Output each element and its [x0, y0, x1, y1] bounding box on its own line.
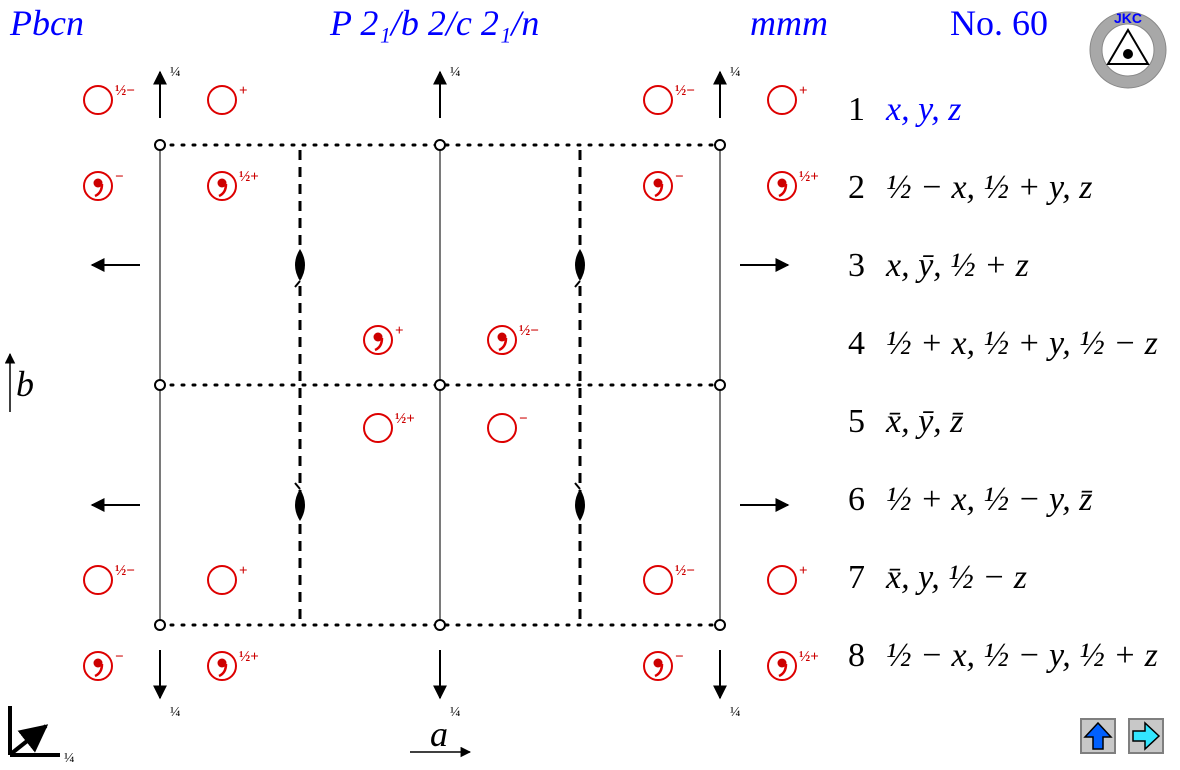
nav-up-button[interactable] [1080, 718, 1116, 754]
screw-axes [294, 249, 585, 521]
operation-coordinates: x, ȳ, ½ + z [886, 247, 1029, 284]
operation-row: 3 x, ȳ, ½ + z [848, 244, 1029, 288]
quarter-label: ¼ [450, 65, 461, 80]
position-height-label: ½+ [239, 169, 259, 185]
position-circle: ½+ [363, 411, 415, 443]
position-height-label: + [239, 563, 248, 579]
operation-coordinates: ½ − x, ½ − y, ½ + z [886, 637, 1158, 674]
a-axis: a [410, 714, 472, 758]
short-symbol: Pbcn [10, 3, 84, 43]
arrow-up-icon [1083, 721, 1113, 750]
symmetry-operations-list: 1 x, y, z 2 ½ − x, ½ + y, z 3 x, ȳ, ½ + z 4… [848, 0, 1180, 700]
operation-number: 5 [848, 403, 865, 440]
operation-coordinates: ½ − x, ½ + y, z [886, 169, 1093, 206]
quarter-labels: ¼ ¼ ¼ ¼ ¼ ¼ [170, 65, 741, 720]
position-comma-circle: − [643, 169, 684, 201]
position-height-label: − [115, 649, 124, 665]
position-circle: ½− [83, 563, 135, 595]
position-circle: ½− [643, 83, 695, 115]
a-axis-label: a [430, 714, 448, 754]
position-height-label: + [799, 83, 808, 99]
general-positions: ½− + ½− + − ½+ − ½+ + ½− ½+ − ½− + ½− + − ½+ − ½+ [83, 83, 819, 681]
position-height-label: ½− [675, 83, 695, 99]
position-height-label: ½− [675, 563, 695, 579]
operation-coordinates: ½ + x, ½ + y, ½ − z [886, 325, 1158, 362]
operation-number: 4 [848, 325, 865, 362]
position-circle: − [487, 411, 528, 443]
corner-axis-icon: ¼ [8, 706, 75, 766]
inversion-centers [154, 139, 726, 631]
operation-number: 1 [848, 91, 865, 128]
quarter-label: ¼ [730, 705, 741, 720]
position-height-label: ½+ [395, 411, 415, 427]
position-comma-circle: ½+ [207, 649, 259, 681]
position-circle: + [767, 563, 808, 595]
position-height-label: − [115, 169, 124, 185]
full-symbol: P 2₁/b 2/c 2₁/n [330, 3, 540, 43]
position-comma-circle: + [363, 323, 404, 355]
space-group-number: No. 60 [950, 3, 1048, 43]
operation-row: 1 x, y, z [848, 88, 962, 132]
operation-row: 2 ½ − x, ½ + y, z [848, 166, 1092, 210]
arrow-right-icon [1132, 721, 1161, 751]
position-height-label: + [395, 323, 404, 339]
operation-number: 2 [848, 169, 865, 206]
position-comma-circle: − [83, 649, 124, 681]
operation-row: 7 x̄, y, ½ − z [848, 556, 1027, 600]
quarter-label: ¼ [450, 705, 461, 720]
operation-row: 4 ½ + x, ½ + y, ½ − z [848, 322, 1158, 366]
position-height-label: ½− [115, 563, 135, 579]
position-circle: + [207, 83, 248, 115]
quarter-label: ¼ [170, 65, 181, 80]
position-height-label: ½− [519, 323, 539, 339]
jkc-logo-icon[interactable]: JKC [1088, 10, 1168, 90]
b-glide-planes [298, 150, 582, 620]
operation-coordinates: ½ + x, ½ − y, z̄ [886, 481, 1093, 518]
operation-coordinates: x, y, z [886, 91, 962, 128]
logo-text: JKC [1114, 10, 1142, 26]
position-height-label: ½− [115, 83, 135, 99]
position-comma-circle: − [83, 169, 124, 201]
operation-coordinates: x̄, ȳ, z̄ [886, 403, 964, 440]
position-circle: + [767, 83, 808, 115]
position-circle: ½− [83, 83, 135, 115]
position-height-label: + [799, 563, 808, 579]
operation-row: 5 x̄, ȳ, z̄ [848, 400, 963, 444]
operation-number: 7 [848, 559, 865, 596]
point-group: mmm [750, 3, 828, 43]
nav-next-button[interactable] [1128, 718, 1164, 754]
position-comma-circle: ½+ [207, 169, 259, 201]
symmetry-diagram: ¼ ¼ ¼ ¼ ¼ ¼ ½− + ½− + − ½+ − ½+ + ½− ½+ − ½− + ½− + − ½+ −… [4, 65, 819, 766]
quarter-label: ¼ [170, 705, 181, 720]
position-comma-circle: ½+ [767, 169, 819, 201]
position-height-label: ½+ [799, 649, 819, 665]
position-comma-circle: − [643, 649, 684, 681]
corner-fraction: ¼ [64, 751, 75, 766]
b-axis-label: b [16, 364, 34, 404]
operation-number: 8 [848, 637, 865, 674]
position-comma-circle: ½− [487, 323, 539, 355]
position-comma-circle: ½+ [767, 649, 819, 681]
operation-row: 6 ½ + x, ½ − y, z̄ [848, 478, 1092, 522]
operation-row: 8 ½ − x, ½ − y, ½ + z [848, 634, 1158, 678]
position-circle: + [207, 563, 248, 595]
b-axis: b [4, 352, 34, 412]
operation-number: 3 [848, 247, 865, 284]
position-height-label: ½+ [799, 169, 819, 185]
position-height-label: + [239, 83, 248, 99]
position-height-label: − [675, 649, 684, 665]
position-circle: ½− [643, 563, 695, 595]
edge-axis-arrows [90, 70, 790, 700]
position-height-label: − [675, 169, 684, 185]
operation-coordinates: x̄, y, ½ − z [886, 559, 1027, 596]
position-height-label: − [519, 411, 528, 427]
quarter-label: ¼ [730, 65, 741, 80]
operation-number: 6 [848, 481, 865, 518]
position-height-label: ½+ [239, 649, 259, 665]
